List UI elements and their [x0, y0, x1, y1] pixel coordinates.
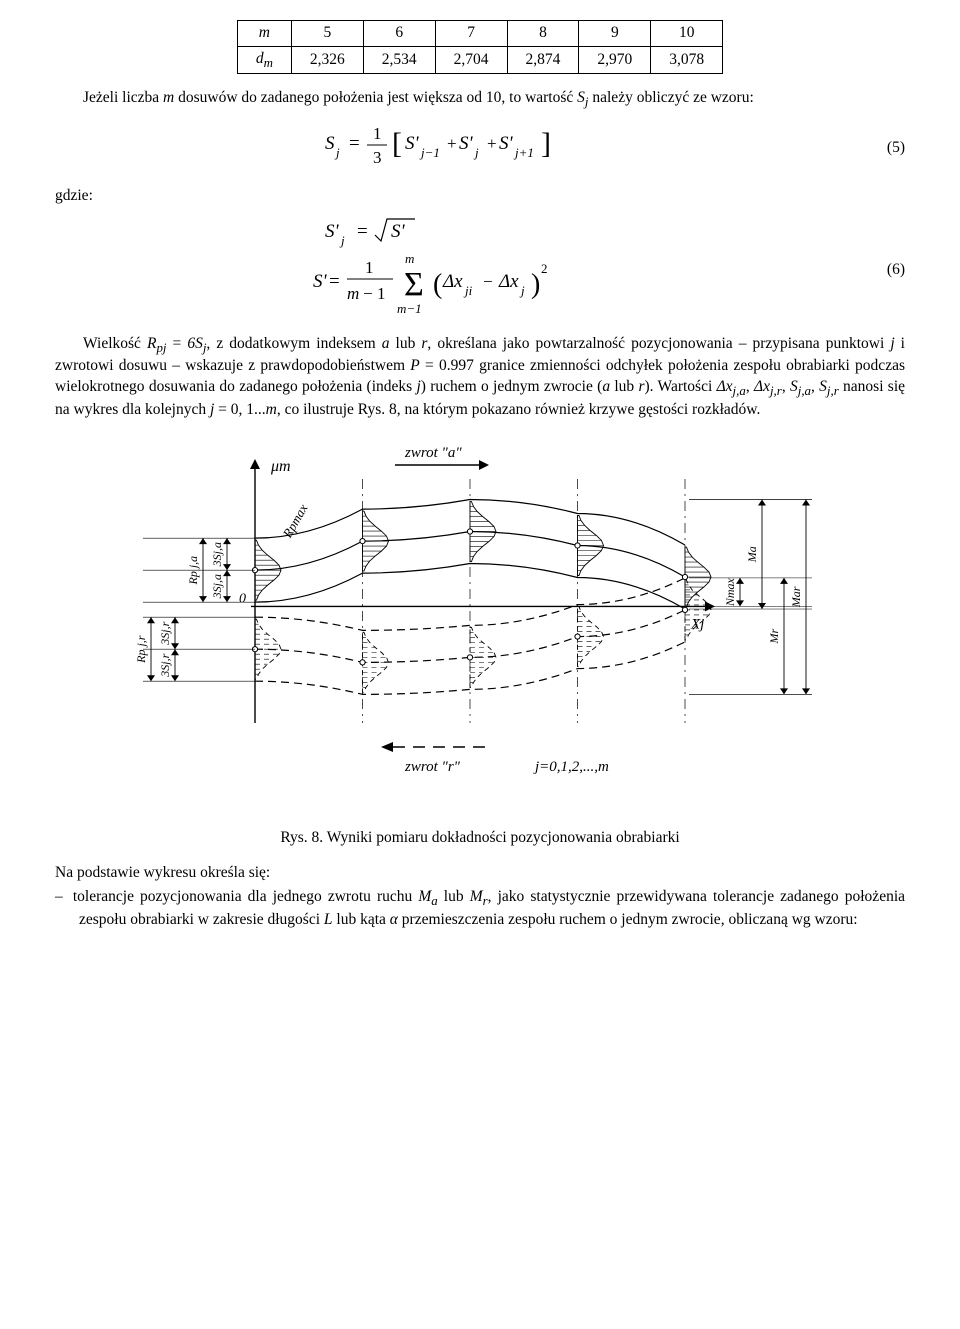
svg-text:Δx: Δx — [498, 271, 519, 292]
svg-text:j: j — [519, 283, 525, 298]
equation-6: S' j = S' S' = 1 m − 1 Σ m m−1 ( Δx ji −… — [55, 213, 905, 328]
table-cell: 2,704 — [435, 46, 507, 74]
svg-text:Nmax: Nmax — [723, 577, 737, 607]
svg-text:1: 1 — [365, 258, 374, 277]
table-cell: 2,326 — [291, 46, 363, 74]
table-cell: 5 — [291, 21, 363, 47]
svg-text:j: j — [473, 145, 479, 160]
table-cell: 9 — [579, 21, 651, 47]
svg-text:Ma: Ma — [745, 546, 759, 563]
svg-text:m−1: m−1 — [397, 301, 422, 316]
svg-text:ji: ji — [463, 283, 473, 298]
svg-text:Mar: Mar — [789, 586, 803, 608]
table-header-dm: dm — [237, 46, 291, 74]
figure-8: μm zwrot "a" 0 Xj Rpmax 3Sj,a 3Sj,a Rp j,a 3Sj,r… — [55, 433, 905, 820]
figure-svg: μm zwrot "a" 0 Xj Rpmax 3Sj,a 3Sj,a Rp j,a 3Sj,r… — [110, 433, 850, 813]
svg-text:Xj: Xj — [690, 616, 704, 632]
para-intro: Jeżeli liczba m dosuwów do zadanego poło… — [55, 88, 905, 111]
table-cell: 7 — [435, 21, 507, 47]
svg-text:S: S — [325, 133, 335, 154]
bullet-tolerance: tolerancje pozycjonowania dla jednego zw… — [79, 887, 905, 930]
svg-text:Rp j,a: Rp j,a — [186, 555, 200, 585]
figure-caption: Rys. 8. Wyniki pomiaru dokładności pozyc… — [55, 828, 905, 849]
svg-text:S': S' — [391, 221, 406, 242]
svg-text:S': S' — [459, 133, 474, 154]
svg-text:0: 0 — [239, 591, 246, 606]
para-main: Wielkość Rpj = 6Sj, z dodatkowym indekse… — [55, 334, 905, 421]
svg-text:m: m — [347, 284, 359, 303]
eq5-svg: S j = 1 3 [ S' j−1 + S' j + S' j+1 ] — [325, 117, 585, 173]
svg-text:Mr: Mr — [767, 628, 781, 644]
outro-intro: Na podstawie wykresu określa się: — [55, 863, 905, 884]
table-cell: 10 — [651, 21, 723, 47]
svg-text:j: j — [334, 145, 340, 160]
table-cell: 2,970 — [579, 46, 651, 74]
svg-text:3Sj,a: 3Sj,a — [210, 574, 224, 599]
svg-text:): ) — [531, 269, 540, 300]
svg-text:=: = — [357, 221, 368, 242]
svg-text:zwrot "r": zwrot "r" — [404, 759, 461, 775]
svg-text:1: 1 — [373, 124, 382, 143]
equation-5: S j = 1 3 [ S' j−1 + S' j + S' j+1 ] (5) — [55, 117, 905, 180]
svg-text:1: 1 — [377, 284, 386, 303]
svg-text:S': S' — [313, 271, 328, 292]
table-header-m: m — [237, 21, 291, 47]
svg-text:S': S' — [405, 133, 420, 154]
table-cell: 2,534 — [363, 46, 435, 74]
svg-text:=: = — [329, 271, 340, 292]
svg-text:−: − — [483, 272, 493, 291]
svg-text:μm: μm — [270, 458, 291, 475]
svg-text:j−1: j−1 — [419, 145, 440, 160]
dm-table: m 5 6 7 8 9 10 dm 2,326 2,534 2,704 2,87… — [237, 20, 723, 74]
svg-text:m: m — [405, 251, 414, 266]
outro-list: tolerancje pozycjonowania dla jednego zw… — [55, 887, 905, 930]
table-cell: 2,874 — [507, 46, 579, 74]
svg-text:3Sj,a: 3Sj,a — [210, 542, 224, 567]
svg-text:+: + — [487, 134, 497, 153]
eq6-number: (6) — [855, 260, 905, 281]
svg-text:Σ: Σ — [404, 266, 424, 303]
svg-text:Rp j,r: Rp j,r — [134, 635, 148, 664]
svg-text:=: = — [349, 133, 360, 154]
svg-text:(: ( — [433, 269, 442, 300]
svg-text:3Sj,r: 3Sj,r — [158, 653, 172, 677]
eq6-svg: S' j = S' S' = 1 m − 1 Σ m m−1 ( Δx ji −… — [305, 213, 605, 321]
svg-text:j+1: j+1 — [513, 145, 534, 160]
svg-text:zwrot "a": zwrot "a" — [404, 445, 462, 461]
svg-text:Δx: Δx — [442, 271, 463, 292]
svg-text:3: 3 — [373, 148, 382, 167]
svg-text:+: + — [447, 134, 457, 153]
svg-text:−: − — [363, 284, 373, 303]
svg-text:Rpmax: Rpmax — [279, 501, 311, 541]
svg-text:[: [ — [392, 127, 402, 160]
svg-text:3Sj,r: 3Sj,r — [158, 621, 172, 645]
svg-text:S': S' — [499, 133, 514, 154]
eq5-number: (5) — [855, 138, 905, 159]
svg-text:j=0,1,2,...,m: j=0,1,2,...,m — [533, 759, 609, 775]
table-cell: 6 — [363, 21, 435, 47]
svg-text:2: 2 — [541, 261, 548, 276]
svg-text:S': S' — [325, 221, 340, 242]
table-cell: 3,078 — [651, 46, 723, 74]
svg-text:j: j — [339, 233, 345, 248]
table-cell: 8 — [507, 21, 579, 47]
gdzie-label: gdzie: — [55, 186, 905, 207]
svg-text:]: ] — [541, 127, 551, 160]
